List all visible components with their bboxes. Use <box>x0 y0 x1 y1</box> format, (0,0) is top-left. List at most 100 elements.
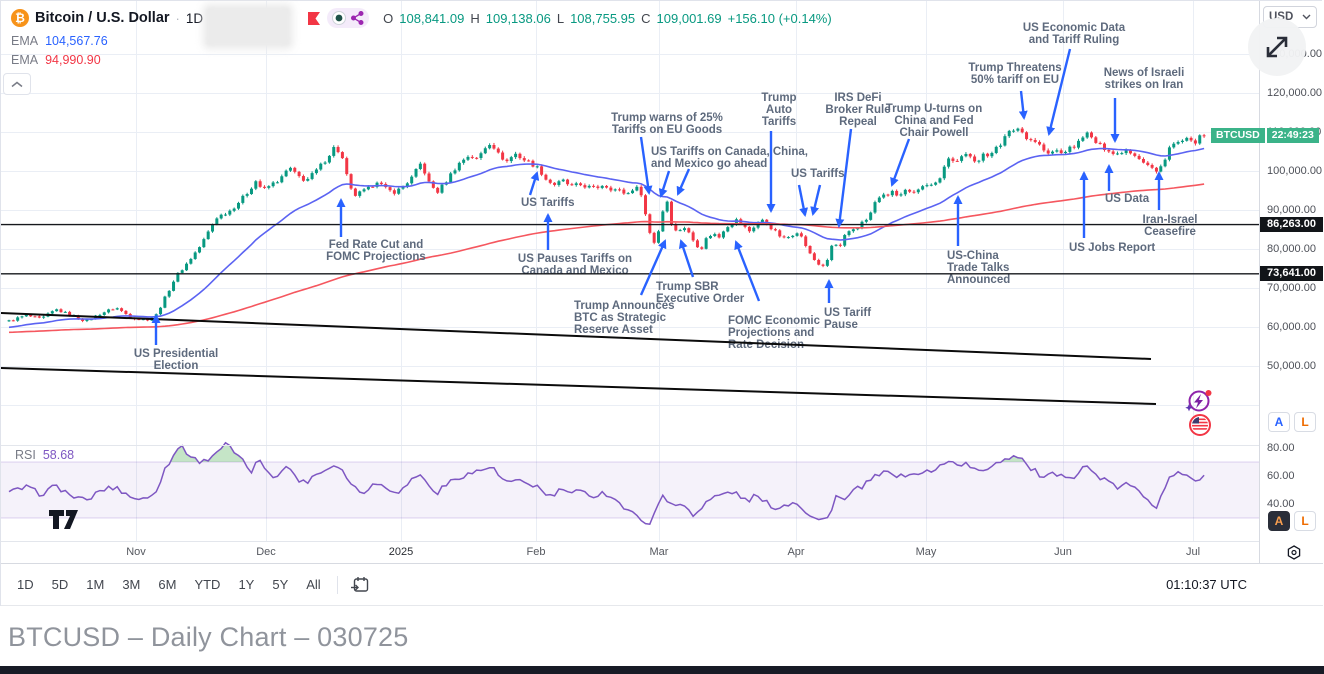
chart-annotation[interactable]: US Tariffs on Canada, China, and Mexico … <box>651 146 808 170</box>
chart-annotation[interactable]: IRS DeFi Broker Rule Repeal <box>825 92 891 128</box>
hexagon-settings-icon <box>1287 545 1301 560</box>
chart-annotation[interactable]: US Data <box>1105 193 1150 205</box>
stream-share-pill <box>327 8 370 28</box>
rsi-auto-scale-button[interactable]: A <box>1268 511 1290 531</box>
countdown-timer: 22:49:23 <box>1266 128 1319 144</box>
chart-annotation[interactable]: US Economic Data and Tariff Ruling <box>1022 22 1126 46</box>
chart-annotation[interactable]: Trump SBR Executive Order <box>656 281 745 305</box>
log-scale-button[interactable]: L <box>1294 412 1316 432</box>
image-caption: BTCUSD – Daily Chart – 030725 <box>8 622 409 652</box>
redacted-exchange <box>206 7 290 46</box>
tradingview-logo-icon <box>49 510 78 529</box>
time-axis-label: Jun <box>1054 546 1072 558</box>
chart-annotation[interactable]: Trump U-turns on China and Fed Chair Pow… <box>885 103 983 139</box>
chart-annotation[interactable]: Trump Threatens 50% tariff on EU <box>968 62 1062 86</box>
tradingview-logo[interactable] <box>47 505 83 536</box>
chart-annotation[interactable]: US Tariffs <box>791 168 845 180</box>
toolbar-divider <box>336 575 338 594</box>
time-axis-label: Dec <box>256 546 276 558</box>
rsi-label: RSI <box>15 448 36 462</box>
rsi-axis-label: 80.00 <box>1267 442 1295 454</box>
separator-dot: · <box>175 10 180 26</box>
chart-annotation[interactable]: US Tariff Pause <box>824 307 872 331</box>
us-event-button[interactable] <box>1188 413 1212 442</box>
range-button-5y[interactable]: 5Y <box>272 577 289 592</box>
price-axis-label: 80,000.00 <box>1267 243 1316 255</box>
price-change: +156.10 (+0.14%) <box>727 10 832 26</box>
go-to-date-button[interactable] <box>346 573 374 596</box>
time-axis-label: 2025 <box>388 546 414 558</box>
ema-fast-value: 104,567.76 <box>45 34 108 48</box>
price-level-tag: 73,641.00 <box>1260 266 1323 282</box>
chart-annotation[interactable]: US Tariffs <box>521 197 575 209</box>
pane-divider[interactable] <box>1 445 1323 446</box>
rsi-legend[interactable]: RSI 58.68 <box>15 448 74 462</box>
last-price-tag: BTCUSD 22:49:23 <box>1211 128 1319 144</box>
chevron-down-icon <box>1302 14 1311 20</box>
symbol-title[interactable]: Bitcoin / U.S. Dollar <box>35 10 170 26</box>
price-axis[interactable]: 130,000.00120,000.00110,000.00100,000.00… <box>1259 1 1324 563</box>
axis-settings-button[interactable] <box>1285 544 1303 562</box>
chart-annotation[interactable]: US Pauses Tariffs on Canada and Mexico <box>517 253 633 277</box>
chart-annotation[interactable]: FOMC Economic Projections and Rate Decis… <box>728 315 821 351</box>
auto-scale-button[interactable]: A <box>1268 412 1290 432</box>
chart-annotation[interactable]: Iran-Israel Ceasefire <box>1142 214 1198 238</box>
range-button-3m[interactable]: 3M <box>122 577 141 592</box>
time-axis-label: Feb <box>526 546 546 558</box>
price-axis-label: 100,000.00 <box>1267 165 1323 177</box>
time-axis-label: Nov <box>126 546 146 558</box>
range-button-1d[interactable]: 1D <box>17 577 34 592</box>
ema-slow-legend[interactable]: EMA 94,990.90 <box>11 53 101 67</box>
collapse-legend-button[interactable] <box>3 73 31 95</box>
chart-area[interactable]: US Presidential Election Fed Rate Cut and… <box>1 1 1259 563</box>
time-axis-label: Mar <box>649 546 669 558</box>
chart-canvas[interactable] <box>1 1 1259 563</box>
symbol-tag-label: BTCUSD <box>1211 128 1265 144</box>
fullscreen-button[interactable] <box>1248 18 1306 76</box>
time-axis-label: May <box>915 546 937 558</box>
chart-annotation[interactable]: US-China Trade Talks Announced <box>947 250 1011 286</box>
chart-annotation[interactable]: News of Israeli strikes on Iran <box>1103 67 1185 91</box>
rsi-log-scale-button[interactable]: L <box>1294 511 1316 531</box>
rsi-value: 58.68 <box>42 448 75 462</box>
chart-legend: ₿ Bitcoin / U.S. Dollar · 1D O 108,841.09… <box>11 7 832 67</box>
bottom-dark-bar <box>0 666 1324 674</box>
news-flash-button[interactable] <box>1184 387 1214 420</box>
rsi-axis-label: 60.00 <box>1267 470 1295 482</box>
chart-annotation[interactable]: US Presidential Election <box>133 348 219 372</box>
share-icon[interactable] <box>350 10 365 26</box>
rsi-axis-label: 40.00 <box>1267 498 1295 510</box>
price-axis-label: 60,000.00 <box>1267 321 1316 333</box>
time-axis[interactable]: Nov Dec 2025 Feb Mar Apr May Jun Jul <box>1 541 1259 564</box>
range-button-ytd[interactable]: YTD <box>194 577 221 592</box>
flag-icon[interactable] <box>307 11 321 26</box>
chart-annotation[interactable]: US Jobs Report <box>1069 242 1156 254</box>
ohlc-readout: O 108,841.09 H 109,138.06 L 108,755.95 C 109… <box>383 10 832 26</box>
range-button-1y[interactable]: 1Y <box>238 577 255 592</box>
interval-label[interactable]: 1D <box>185 10 204 26</box>
range-button-5d[interactable]: 5D <box>51 577 69 592</box>
tradingview-widget: US Presidential Election Fed Rate Cut and… <box>0 0 1324 606</box>
chart-annotation[interactable]: Fed Rate Cut and FOMC Projections <box>326 239 426 263</box>
price-axis-label: 90,000.00 <box>1267 204 1316 216</box>
lightning-icon <box>1185 390 1212 412</box>
bottom-toolbar: 1D 5D 1M 3M 6M YTD 1Y 5Y All 01:10:37 UTC <box>1 563 1323 606</box>
ema-slow-value: 94,990.90 <box>45 53 101 67</box>
time-axis-label: Apr <box>787 546 805 558</box>
range-button-all[interactable]: All <box>306 577 321 592</box>
chart-annotation[interactable]: Trump Auto Tariffs <box>761 92 797 128</box>
range-button-1m[interactable]: 1M <box>86 577 105 592</box>
live-dot-icon[interactable] <box>331 10 347 26</box>
chevron-up-icon <box>11 81 23 87</box>
utc-clock[interactable]: 01:10:37 UTC <box>1166 577 1247 592</box>
range-button-6m[interactable]: 6M <box>158 577 177 592</box>
price-axis-label: 70,000.00 <box>1267 282 1316 294</box>
chart-annotation[interactable]: Trump Announces BTC as Strategic Reserve… <box>574 300 675 336</box>
price-axis-label: 50,000.00 <box>1267 360 1316 372</box>
us-flag-icon <box>1189 414 1211 436</box>
price-axis-label: 120,000.00 <box>1267 87 1323 99</box>
expand-arrows-icon <box>1266 36 1288 58</box>
chart-annotation[interactable]: Trump warns of 25% Tariffs on EU Goods <box>611 112 723 136</box>
ema-fast-legend[interactable]: EMA 104,567.76 <box>11 34 108 48</box>
